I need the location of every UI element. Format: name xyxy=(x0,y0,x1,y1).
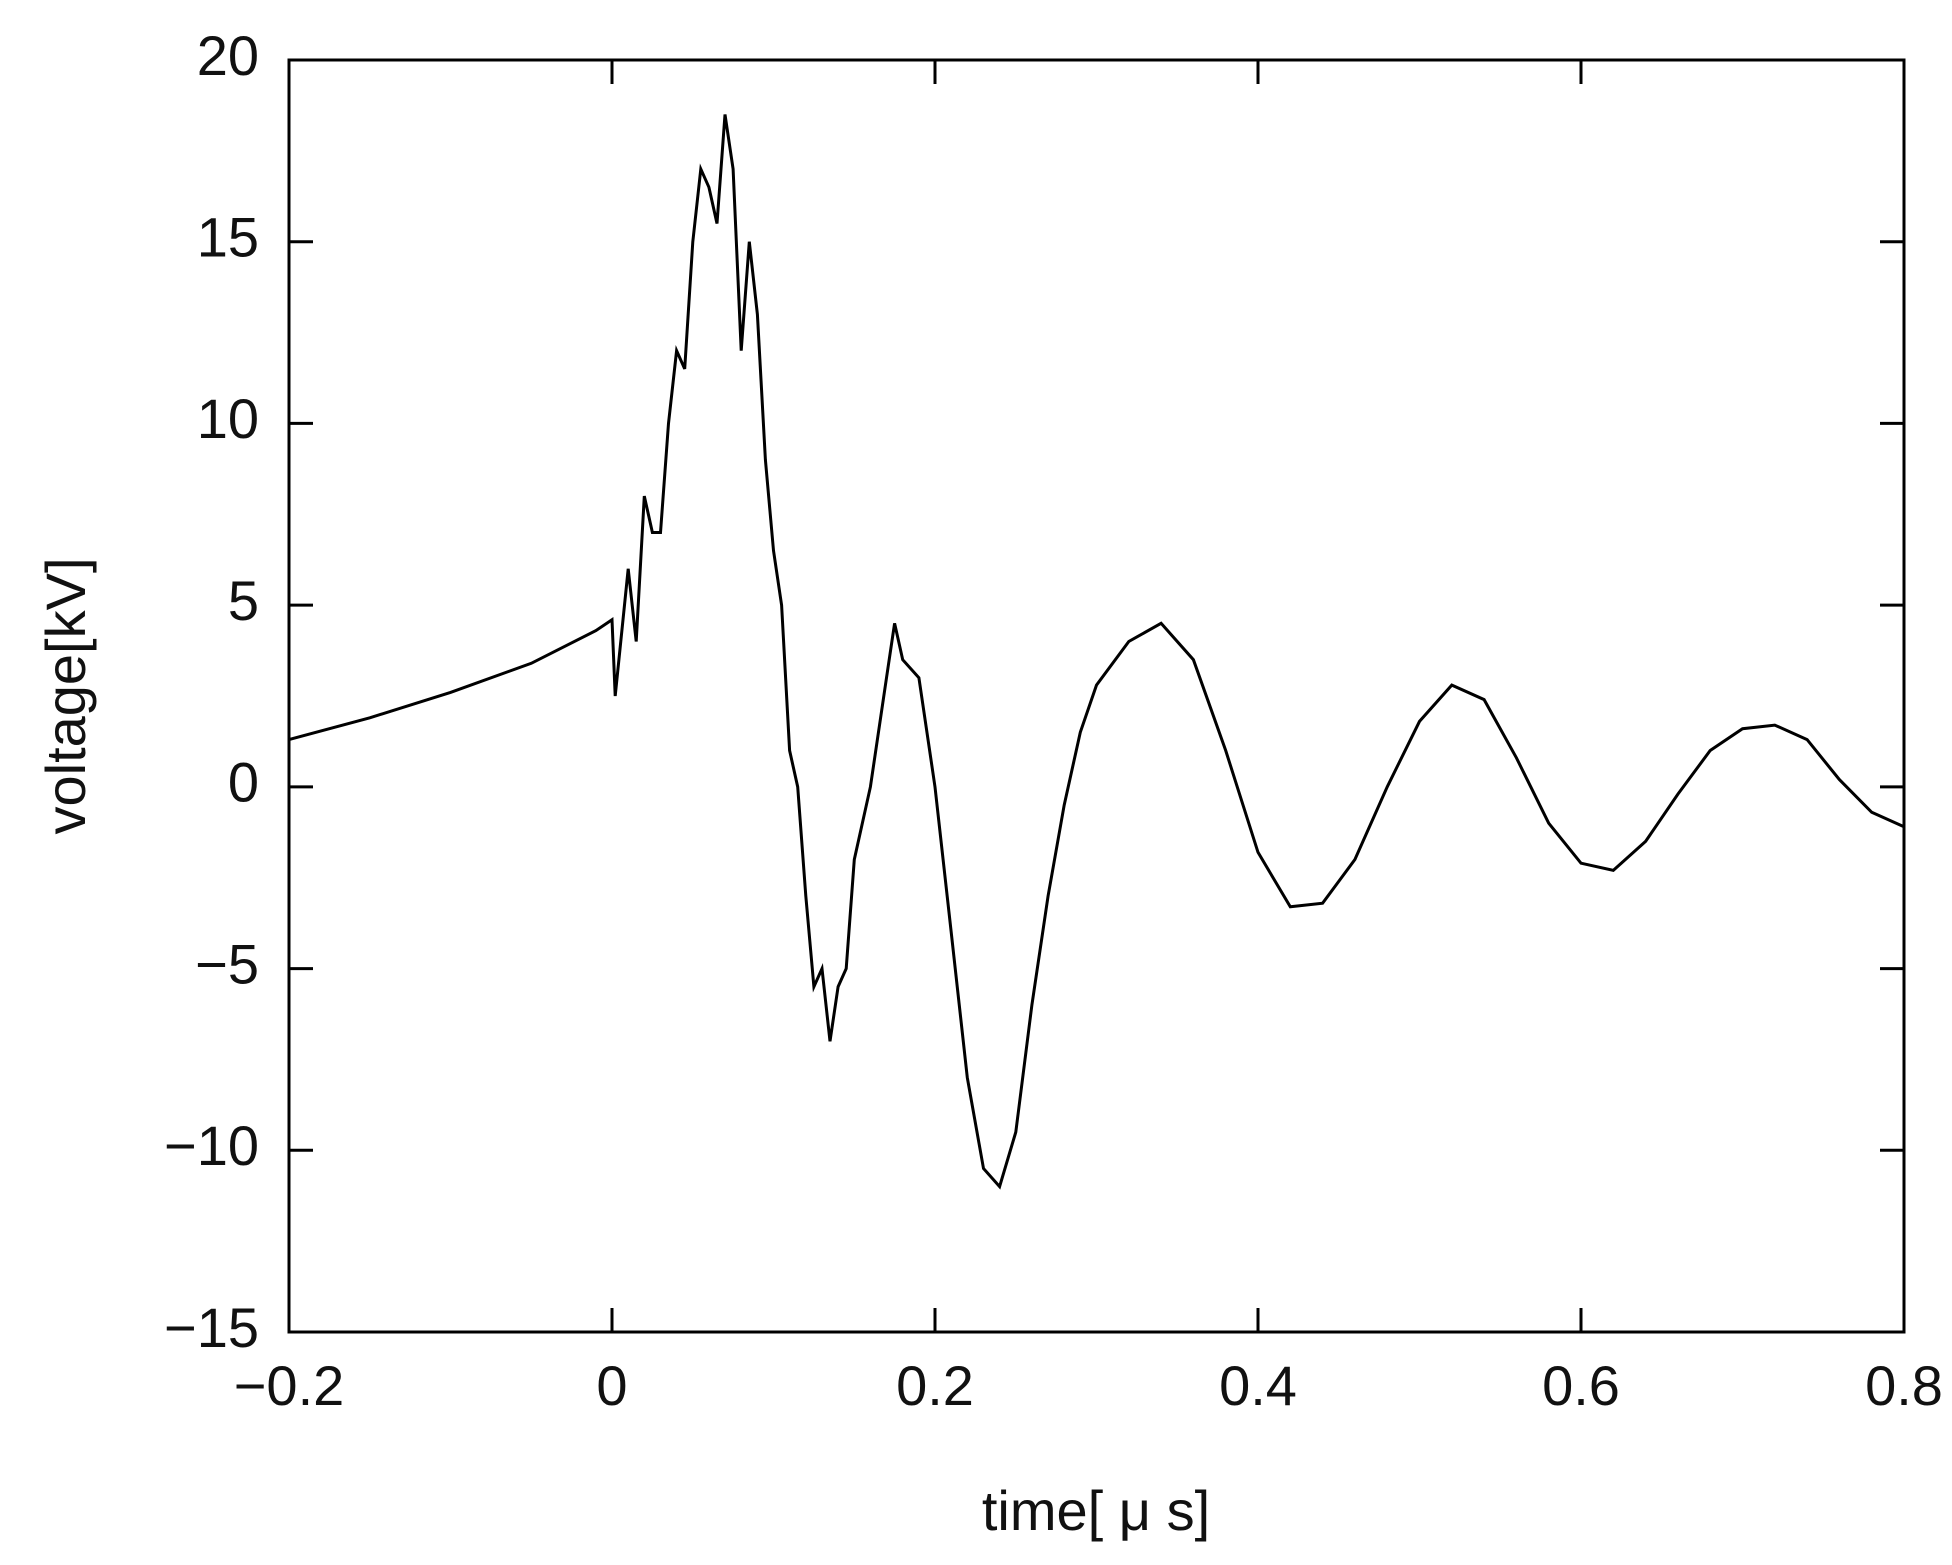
y-tick-label: 0 xyxy=(228,751,259,814)
x-tick-label: 0.2 xyxy=(896,1354,974,1417)
x-tick-label: 0.6 xyxy=(1542,1354,1620,1417)
x-tick-label: 0.4 xyxy=(1219,1354,1297,1417)
data-line xyxy=(288,114,1905,1190)
y-axis-label: voltage[kV] xyxy=(34,557,97,834)
y-tick-label: −15 xyxy=(164,1296,259,1359)
y-tick-label: 10 xyxy=(197,387,259,450)
y-tick-label: −5 xyxy=(195,932,259,995)
y-tick-label: 15 xyxy=(197,206,259,269)
x-axis-label: time[ μ s] xyxy=(982,1479,1210,1542)
y-tick-label: 5 xyxy=(228,569,259,632)
x-tick-label: −0.2 xyxy=(234,1354,345,1417)
x-tick-label: 0 xyxy=(596,1354,627,1417)
x-tick-label: 0.8 xyxy=(1865,1354,1943,1417)
plot-frame xyxy=(287,58,1906,1334)
y-tick-label: 20 xyxy=(197,24,259,87)
y-tick-label: −10 xyxy=(164,1114,259,1177)
